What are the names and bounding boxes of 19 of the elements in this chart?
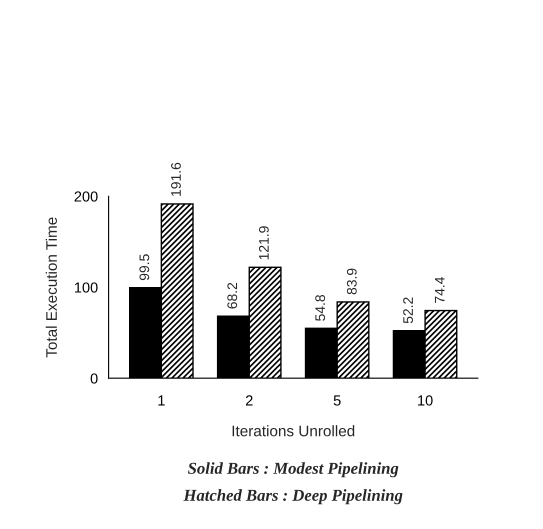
data-label: 68.2 xyxy=(227,282,238,309)
data-label: 83.9 xyxy=(346,268,357,294)
x-tick-label: 1 xyxy=(158,395,165,406)
data-label: 121.9 xyxy=(258,226,269,260)
y-tick-label: 200 xyxy=(74,191,98,202)
data-label: 191.6 xyxy=(171,162,181,196)
x-axis-title: Iterations Unrolled xyxy=(232,425,354,436)
data-label: 74.4 xyxy=(434,276,445,303)
y-axis-title: Total Execution Time xyxy=(46,217,57,358)
text: Solid Bars : Modest Pipelining xyxy=(188,462,398,478)
x-tick-label: 2 xyxy=(246,395,253,406)
y-tick-label: 100 xyxy=(74,282,98,293)
text: Hatched Bars : Deep Pipelining xyxy=(183,489,402,504)
data-label: 54.8 xyxy=(315,295,326,321)
x-tick-label: 5 xyxy=(334,395,341,406)
data-label: 99.5 xyxy=(139,254,150,280)
x-tick-label: 10 xyxy=(418,395,433,406)
data-label: 52.2 xyxy=(403,297,413,324)
y-tick-label: 0 xyxy=(90,373,98,384)
